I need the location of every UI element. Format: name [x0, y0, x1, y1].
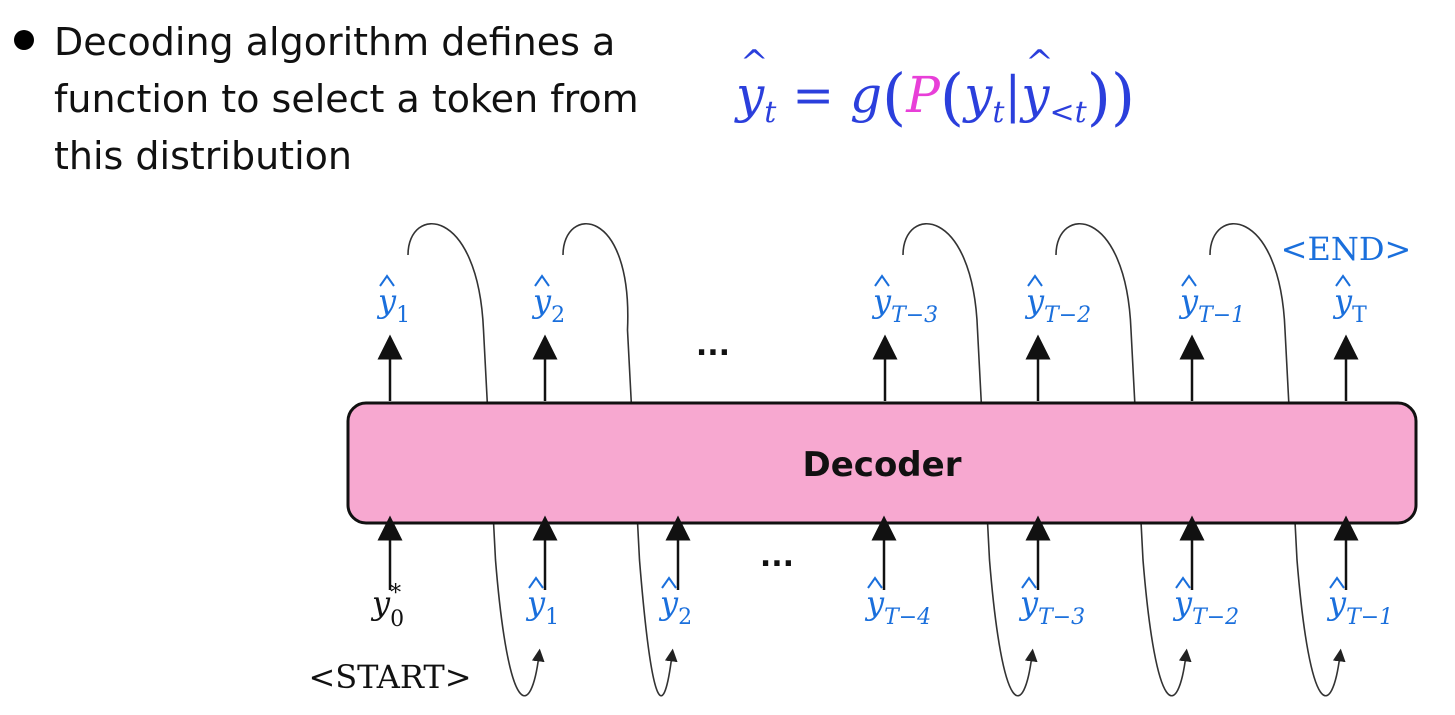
output-token-hat — [379, 274, 395, 287]
formula-paren-close-inner: ) — [1086, 60, 1111, 133]
start-token-label: <START> — [308, 658, 471, 696]
formula-paren-open-outer: ( — [882, 60, 907, 133]
decoder-label: Decoder — [803, 445, 962, 485]
formula-y-sub: t — [992, 95, 1005, 130]
output-token-hat — [1027, 274, 1043, 287]
output-token: yT−1 — [1178, 282, 1245, 328]
formula-yhat-sub: <t — [1049, 95, 1087, 130]
input-token: yT−2 — [1172, 584, 1239, 630]
input-tokens: y* 0 y1 y2 yT−4 yT−3 yT−2 yT−1 — [370, 576, 1393, 632]
output-token-hat — [874, 274, 890, 287]
bullet-point-icon — [14, 30, 34, 50]
input-token-hat — [1329, 576, 1345, 589]
input-token: yT−1 — [1326, 584, 1393, 630]
bullet-text: Decoding algorithm defines a function to… — [54, 20, 639, 178]
input-token-hat — [1175, 576, 1191, 589]
end-token-label: <END> — [1281, 230, 1412, 268]
formula-equals: = — [776, 66, 850, 124]
input-token-hat — [867, 576, 883, 589]
formula-g: g — [850, 66, 883, 124]
formula-bar: | — [1004, 66, 1022, 124]
input-token-hat — [528, 576, 544, 589]
input-token: y2 — [658, 584, 692, 630]
top-ellipsis: ... — [696, 328, 730, 363]
input-token: y* 0 — [370, 581, 404, 632]
output-token: y1 — [376, 282, 410, 328]
token-arrows — [377, 334, 1359, 590]
formula-paren-close-outer: ) — [1110, 60, 1136, 133]
output-token-hat — [534, 274, 550, 287]
input-token: yT−4 — [864, 584, 931, 630]
input-token: yT−3 — [1018, 584, 1085, 630]
formula-yhat: y — [1021, 46, 1054, 120]
output-token: yT−3 — [871, 282, 938, 328]
bottom-ellipsis: ... — [760, 539, 794, 574]
output-token-hat — [1335, 274, 1351, 287]
output-token-hat — [1181, 274, 1197, 287]
formula-paren-open-inner: ( — [939, 60, 965, 133]
input-token-hat — [1021, 576, 1037, 589]
formula-lhs: y — [736, 46, 769, 120]
input-token: y1 — [525, 584, 559, 630]
formula-lhs-sub: t — [764, 95, 777, 130]
output-token: y2 — [531, 282, 565, 328]
output-token: yT — [1332, 282, 1367, 328]
formula-P: P — [906, 66, 940, 124]
output-tokens: y1 y2 yT−3 yT−2 yT−1 yT — [376, 274, 1367, 328]
input-token-hat — [661, 576, 677, 589]
decoding-formula: yt = g(P(yt|y<t)) — [736, 46, 1135, 130]
formula-y: y — [964, 66, 993, 124]
output-token: yT−2 — [1024, 282, 1091, 328]
